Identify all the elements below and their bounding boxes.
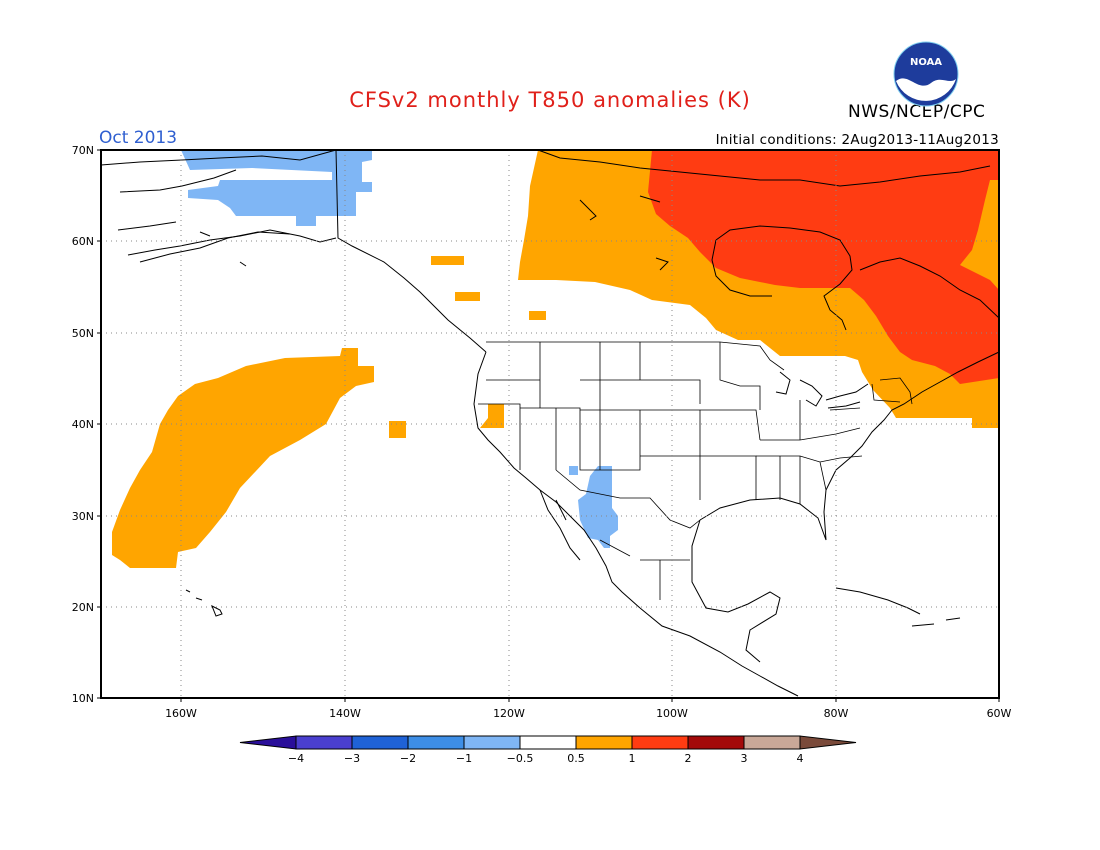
legend-swatch — [463, 735, 521, 750]
strong-anomaly-region-canada — [648, 150, 999, 384]
forecast-period: Oct 2013 — [99, 128, 178, 148]
legend-swatch — [575, 735, 633, 750]
legend-swatch — [519, 735, 577, 750]
negative-anomaly-region-arctic — [181, 150, 372, 226]
color-legend: −4 −3 −2 −1 −0.5 0.5 1 2 3 4 — [239, 735, 857, 765]
axis-ticks — [97, 149, 1000, 702]
legend-label: 3 — [741, 752, 748, 765]
legend-swatch — [295, 735, 353, 750]
positive-anomaly-region-pacific — [112, 348, 374, 568]
lon-label: 160W — [165, 707, 197, 720]
legend-swatch — [687, 735, 745, 750]
legend-swatch — [743, 735, 801, 750]
legend-swatch — [351, 735, 409, 750]
lon-label: 140W — [329, 707, 361, 720]
legend-label: −1 — [456, 752, 472, 765]
lat-label: 10N — [72, 692, 94, 705]
negative-anomaly-region-southwest — [578, 466, 618, 548]
noaa-logo-text: NOAA — [910, 57, 942, 68]
positive-anomaly-patch — [389, 421, 406, 438]
legend-label: 1 — [629, 752, 636, 765]
positive-anomaly-patch — [480, 404, 504, 428]
legend-label: 2 — [685, 752, 692, 765]
negative-anomaly-patch — [569, 466, 578, 475]
lat-label: 60N — [72, 235, 94, 248]
lon-label: 100W — [656, 707, 688, 720]
lat-label: 30N — [72, 510, 94, 523]
political-borders — [478, 341, 913, 600]
lat-label: 40N — [72, 418, 94, 431]
legend-label: −2 — [400, 752, 416, 765]
lat-label: 50N — [72, 327, 94, 340]
lon-label: 80W — [824, 707, 849, 720]
positive-anomaly-patch — [529, 311, 546, 320]
legend-label: −3 — [344, 752, 360, 765]
legend-label: −0.5 — [507, 752, 534, 765]
positive-anomaly-patch — [455, 292, 480, 301]
legend-swatch — [631, 735, 689, 750]
positive-anomaly-patch — [431, 256, 464, 265]
legend-label: 4 — [797, 752, 804, 765]
legend-label: 0.5 — [567, 752, 585, 765]
legend-swatch-upper — [799, 735, 857, 750]
lon-label: 120W — [493, 707, 525, 720]
noaa-logo: NOAA — [893, 41, 959, 107]
initial-conditions: Initial conditions: 2Aug2013-11Aug2013 — [715, 132, 999, 148]
legend-swatch-lower — [239, 735, 297, 750]
coastlines — [100, 149, 1000, 697]
map-title: CFSv2 monthly T850 anomalies (K) — [349, 88, 751, 112]
lat-label: 70N — [72, 144, 94, 157]
legend-swatch — [407, 735, 465, 750]
legend-label: −4 — [288, 752, 304, 765]
agency-label: NWS/NCEP/CPC — [848, 102, 986, 122]
lat-label: 20N — [72, 601, 94, 614]
lon-label: 60W — [987, 707, 1012, 720]
